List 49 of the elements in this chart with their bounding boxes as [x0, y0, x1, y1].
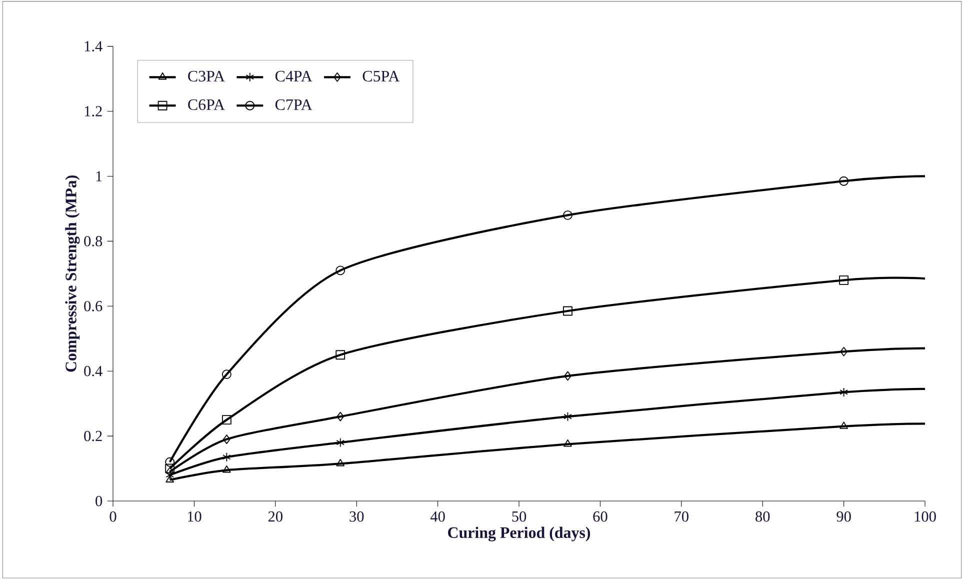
x-tick-label: 20 — [268, 511, 282, 522]
point — [166, 467, 174, 476]
point — [839, 275, 849, 285]
point — [223, 434, 230, 444]
x-tick-label: 100 — [914, 511, 936, 522]
y-tick-label: 0.6 — [84, 300, 102, 312]
x-tick-label: 80 — [756, 511, 770, 522]
point — [564, 371, 572, 381]
point — [563, 306, 572, 316]
point — [839, 176, 849, 186]
point — [222, 452, 231, 462]
y-tick-label: 0.4 — [84, 366, 102, 376]
x-tick-label: 0 — [110, 511, 116, 522]
legend-label: C6PA — [188, 99, 225, 110]
y-tick-label: 1.4 — [84, 41, 102, 52]
point — [563, 210, 572, 220]
legend-label: C3PA — [188, 70, 225, 82]
point — [336, 458, 345, 466]
y-axis-title: Compressive Strength (MPa) — [65, 176, 80, 372]
legend-label: C7PA — [275, 99, 312, 110]
point — [336, 266, 346, 276]
legend-label: C4PA — [275, 70, 312, 82]
y-tick-label: 0.8 — [84, 236, 102, 246]
point — [336, 438, 345, 448]
x-axis-title: Curing Period (days) — [448, 526, 590, 542]
legend-label: C5PA — [362, 70, 400, 82]
point — [222, 370, 232, 380]
point — [222, 465, 231, 473]
y-tick-label: 1 — [96, 171, 102, 182]
point — [222, 415, 232, 425]
x-tick-label: 40 — [430, 511, 445, 522]
point — [336, 350, 346, 360]
y-tick-label: 1.2 — [84, 106, 102, 116]
y-tick-label: 0.2 — [84, 430, 102, 442]
point — [840, 422, 848, 429]
x-tick-label: 50 — [512, 511, 526, 522]
x-tick-label: 10 — [188, 511, 202, 522]
y-tick-label: 0 — [96, 496, 102, 506]
point — [840, 387, 848, 397]
point — [564, 412, 572, 422]
x-tick-label: 90 — [836, 511, 851, 522]
x-tick-label: 30 — [350, 511, 364, 522]
point — [840, 346, 848, 356]
x-tick-label: 60 — [593, 511, 608, 522]
point — [564, 439, 572, 447]
point — [166, 475, 174, 482]
point — [165, 457, 175, 467]
x-tick-label: 70 — [674, 511, 688, 522]
point — [336, 412, 344, 422]
